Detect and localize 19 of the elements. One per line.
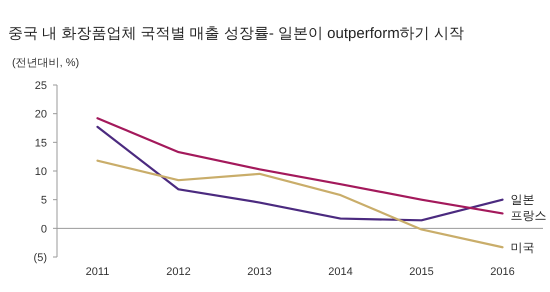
series-label: 프랑스 [510, 208, 546, 223]
y-tick-label: 0 [40, 223, 47, 236]
x-tick-label: 2014 [328, 266, 353, 278]
series-label: 미국 [510, 240, 534, 254]
line-series [96, 160, 504, 248]
y-tick-label: 5 [40, 194, 47, 207]
y-tick-label: 20 [34, 108, 47, 121]
x-tick-label: 2011 [86, 266, 110, 278]
y-tick-label: 10 [34, 166, 47, 178]
chart-title: 중국 내 화장품업체 국적별 매출 성장률- 일본이 outperform하기 시작 [8, 25, 464, 42]
y-tick-label: 15 [34, 137, 47, 150]
y-tick-label: 25 [34, 80, 47, 92]
x-tick-label: 2015 [409, 266, 434, 278]
series-label: 일본 [510, 192, 534, 207]
y-tick-label: (5) [34, 252, 47, 264]
y-axis-title: (전년대비, %) [12, 57, 80, 69]
x-tick-label: 2012 [166, 266, 191, 278]
x-tick-label: 2016 [490, 266, 515, 278]
x-tick-label: 2013 [247, 266, 272, 278]
